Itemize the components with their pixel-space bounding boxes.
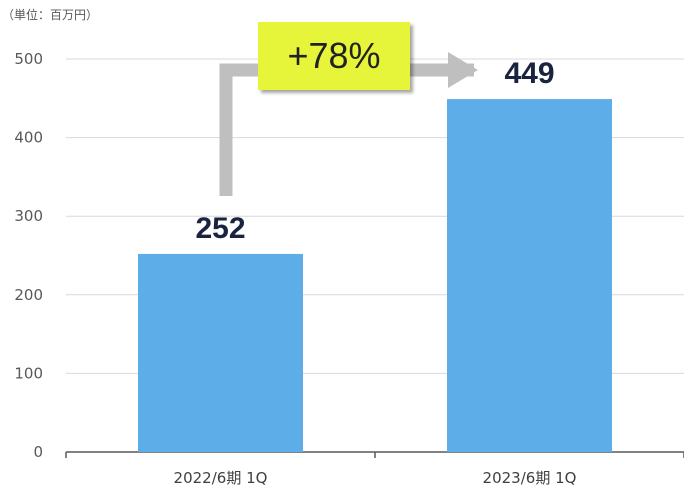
- x-tick-label: 2022/6期 1Q: [174, 469, 268, 487]
- y-tick-label: 300: [14, 207, 43, 225]
- x-tick-label: 2023/6期 1Q: [483, 469, 577, 487]
- growth-arrow-head: [448, 52, 478, 88]
- bar-value-label: 252: [195, 212, 245, 245]
- y-tick-label: 100: [14, 364, 43, 382]
- growth-badge: +78%: [258, 22, 410, 90]
- y-tick-label: 200: [14, 286, 43, 304]
- y-tick-label: 400: [14, 129, 43, 147]
- bar: [447, 99, 612, 452]
- bar: [138, 253, 303, 452]
- unit-label: （単位：百万円）: [2, 8, 99, 22]
- bar-value-label: 449: [504, 57, 554, 90]
- y-tick-label: 0: [33, 443, 43, 461]
- y-tick-label: 500: [14, 50, 43, 68]
